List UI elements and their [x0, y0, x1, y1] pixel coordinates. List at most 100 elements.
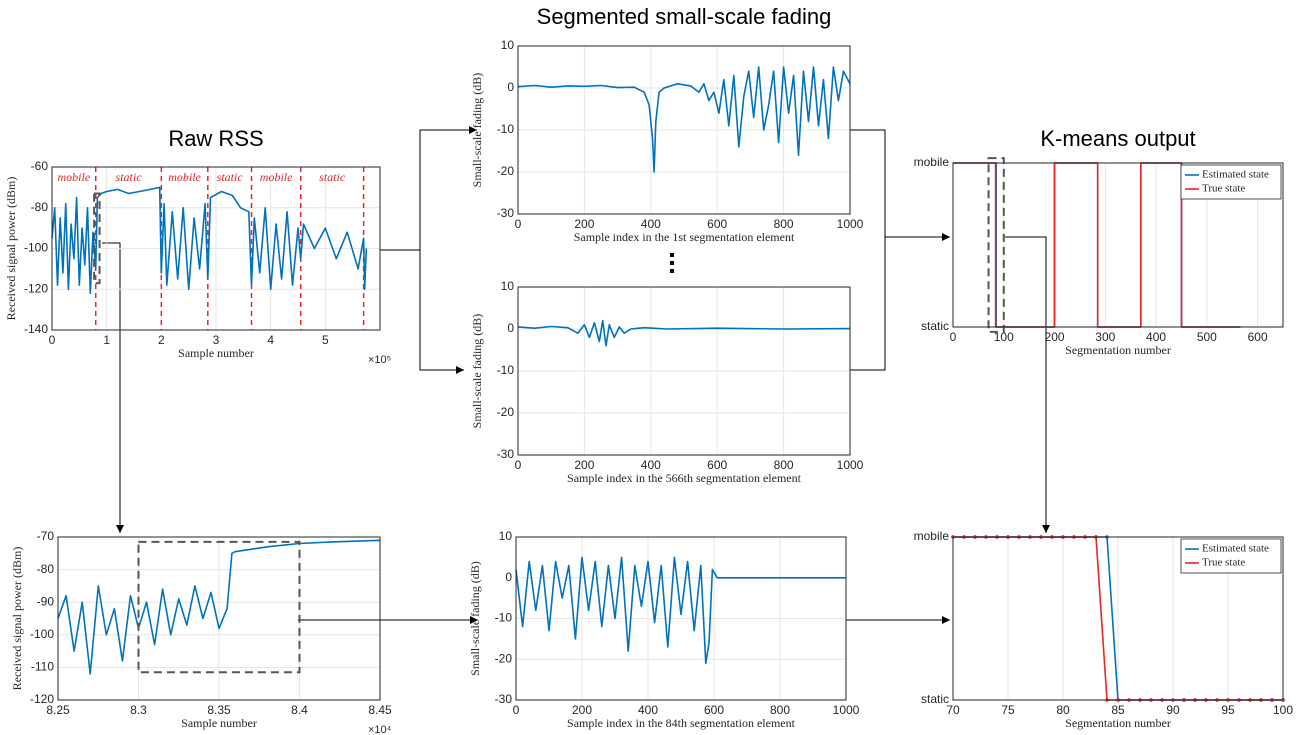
y-tick-label: -100: [24, 241, 48, 255]
x-tick-label: 3: [213, 333, 220, 347]
ellipsis-dots: [670, 253, 674, 273]
y-axis-label: Received signal power (dBm): [4, 177, 18, 321]
y-tick-label: -90: [37, 594, 55, 608]
x-axis-label: Sample number: [178, 346, 254, 360]
y-tick-label: -20: [497, 164, 515, 178]
y-tick-label: -100: [30, 627, 54, 641]
segment-label: static: [217, 170, 244, 184]
x-axis-label: Segmentation number: [1065, 343, 1171, 357]
x-exponent: ×10⁵: [368, 354, 391, 366]
chart: static mobile 0 100 200 300 400 500 600 Estimated…: [914, 126, 1284, 357]
y-axis-label: Small-scale fading (dB): [468, 561, 482, 676]
plot-frame: [517, 286, 851, 456]
y-tick-label: -30: [495, 692, 513, 706]
y-tick-label: -120: [30, 692, 54, 706]
x-tick-label: 8.35: [207, 703, 231, 717]
y-tick-label: -70: [37, 529, 55, 543]
y-tick-label: static: [921, 692, 949, 706]
x-axis-label: Sample index in the 1st segmentation ele…: [574, 230, 795, 244]
x-tick-label: 200: [1045, 330, 1065, 344]
arrow: [102, 242, 124, 533]
x-tick-label: 600: [704, 703, 724, 717]
x-tick-label: 4: [267, 333, 274, 347]
x-tick-label: 8.25: [46, 703, 70, 717]
x-tick-label: 5: [322, 333, 329, 347]
y-tick-label: 0: [507, 80, 514, 94]
y-tick-label: -60: [31, 159, 49, 173]
x-tick-label: 0: [515, 217, 522, 231]
x-tick-label: 600: [707, 217, 727, 231]
arrows: [102, 126, 1050, 624]
x-tick-label: 300: [1095, 330, 1115, 344]
y-axis-label: Received signal power (dBm): [10, 547, 24, 691]
y-tick-label: -80: [37, 562, 55, 576]
data-line: [517, 66, 851, 173]
segment-label: mobile: [168, 170, 201, 184]
legend-label: True state: [1202, 557, 1245, 569]
y-tick-label: 10: [499, 529, 513, 543]
x-tick-label: 800: [774, 458, 794, 472]
y-tick-label: -10: [497, 363, 515, 377]
data-line: [517, 319, 851, 347]
plot-frame: [952, 162, 1284, 328]
legend: Estimated state True state: [1180, 164, 1282, 200]
chart: -120 -110 -100 -90 -80 -70 8.25 8.3 8.35 8.4 8.45 S…: [10, 529, 392, 735]
arrow: [850, 237, 886, 371]
x-axis-label: Sample index in the 566th segmentation e…: [567, 471, 802, 485]
x-axis-label: Segmentation number: [1065, 716, 1171, 730]
x-tick-label: 8.4: [291, 703, 308, 717]
x-tick-label: 70: [946, 703, 960, 717]
chart: static mobile 70 75 80 85 90 95 100 Estimated sta…: [914, 529, 1294, 730]
y-tick-label: -30: [497, 447, 515, 461]
x-tick-label: 85: [1111, 703, 1125, 717]
data-line: [51, 186, 368, 295]
zoom-box: [137, 540, 301, 674]
chart-title: K-means output: [1040, 126, 1195, 151]
y-tick-label: 0: [507, 321, 514, 335]
data-line: [57, 539, 381, 675]
y-tick-label: 0: [505, 570, 512, 584]
x-tick-label: 75: [1001, 703, 1015, 717]
chart-title: Segmented small-scale fading: [537, 4, 832, 29]
y-tick-label: -120: [24, 281, 48, 295]
plot-frame: [57, 536, 381, 701]
plot-frame: [515, 536, 847, 701]
y-tick-label: -140: [24, 322, 48, 336]
legend-label: Estimated state: [1202, 169, 1269, 181]
y-tick-label: -10: [495, 611, 513, 625]
x-exponent: ×10⁴: [368, 724, 392, 735]
segment-label: mobile: [58, 170, 91, 184]
y-axis-label: Small-scale fading (dB): [470, 314, 484, 429]
x-tick-label: 600: [707, 458, 727, 472]
x-tick-label: 200: [572, 703, 592, 717]
x-tick-label: 90: [1166, 703, 1180, 717]
x-tick-label: 95: [1221, 703, 1235, 717]
x-axis-label: Sample number: [181, 716, 257, 730]
x-tick-label: 400: [1146, 330, 1166, 344]
legend-label: Estimated state: [1202, 543, 1269, 555]
x-tick-label: 500: [1197, 330, 1217, 344]
x-axis-label: Sample index in the 84th segmentation el…: [567, 716, 796, 730]
y-tick-label: -30: [497, 206, 515, 220]
x-tick-label: 2: [158, 333, 165, 347]
legend: Estimated state True state: [1180, 538, 1282, 574]
x-tick-label: 1000: [837, 458, 864, 472]
legend-box: [1180, 538, 1282, 574]
x-tick-label: 0: [49, 333, 56, 347]
x-tick-label: 800: [770, 703, 790, 717]
x-tick-label: 0: [950, 330, 957, 344]
plot-frame: [51, 166, 381, 331]
x-tick-label: 1: [103, 333, 110, 347]
x-tick-label: 1000: [837, 217, 864, 231]
y-tick-label: -20: [495, 651, 513, 665]
x-tick-label: 8.3: [130, 703, 147, 717]
segment-label: static: [319, 170, 346, 184]
arrow: [419, 250, 464, 374]
y-tick-label: -80: [31, 200, 49, 214]
x-tick-label: 800: [774, 217, 794, 231]
x-tick-label: 600: [1248, 330, 1268, 344]
y-axis-label: Small-scale fading (dB): [470, 73, 484, 188]
zoom-box: [93, 192, 101, 285]
